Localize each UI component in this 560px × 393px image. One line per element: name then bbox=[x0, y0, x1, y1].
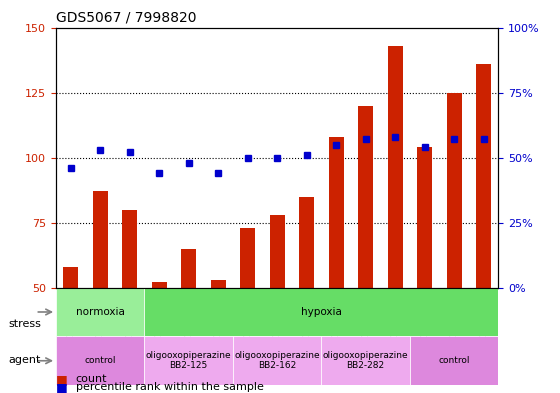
Bar bbox=[329, 137, 343, 288]
Text: stress: stress bbox=[8, 319, 41, 329]
Text: hypoxia: hypoxia bbox=[301, 307, 342, 317]
Bar bbox=[181, 249, 196, 288]
FancyBboxPatch shape bbox=[56, 288, 144, 336]
Text: control: control bbox=[85, 356, 116, 365]
Bar bbox=[123, 209, 137, 288]
Bar bbox=[417, 147, 432, 288]
Text: oligooxopiperazine
BB2-125: oligooxopiperazine BB2-125 bbox=[146, 351, 231, 371]
Text: oligooxopiperazine
BB2-282: oligooxopiperazine BB2-282 bbox=[323, 351, 408, 371]
Bar bbox=[93, 191, 108, 288]
Bar bbox=[240, 228, 255, 288]
Bar bbox=[211, 280, 226, 288]
Bar bbox=[300, 196, 314, 288]
FancyBboxPatch shape bbox=[144, 336, 233, 385]
Text: agent: agent bbox=[8, 354, 41, 365]
Bar bbox=[388, 46, 403, 288]
Text: ■: ■ bbox=[56, 373, 68, 386]
Text: normoxia: normoxia bbox=[76, 307, 125, 317]
Bar bbox=[358, 106, 373, 288]
Text: count: count bbox=[76, 374, 107, 384]
FancyBboxPatch shape bbox=[410, 336, 498, 385]
Bar bbox=[476, 64, 491, 288]
Bar bbox=[63, 267, 78, 288]
Text: oligooxopiperazine
BB2-162: oligooxopiperazine BB2-162 bbox=[235, 351, 320, 371]
FancyBboxPatch shape bbox=[56, 336, 144, 385]
Bar bbox=[152, 283, 167, 288]
Bar bbox=[447, 92, 461, 288]
Text: ■: ■ bbox=[56, 380, 68, 393]
FancyBboxPatch shape bbox=[321, 336, 410, 385]
Text: GDS5067 / 7998820: GDS5067 / 7998820 bbox=[56, 11, 197, 25]
Text: percentile rank within the sample: percentile rank within the sample bbox=[76, 382, 263, 392]
FancyBboxPatch shape bbox=[144, 288, 498, 336]
FancyBboxPatch shape bbox=[233, 336, 321, 385]
Text: control: control bbox=[438, 356, 470, 365]
Bar bbox=[270, 215, 284, 288]
